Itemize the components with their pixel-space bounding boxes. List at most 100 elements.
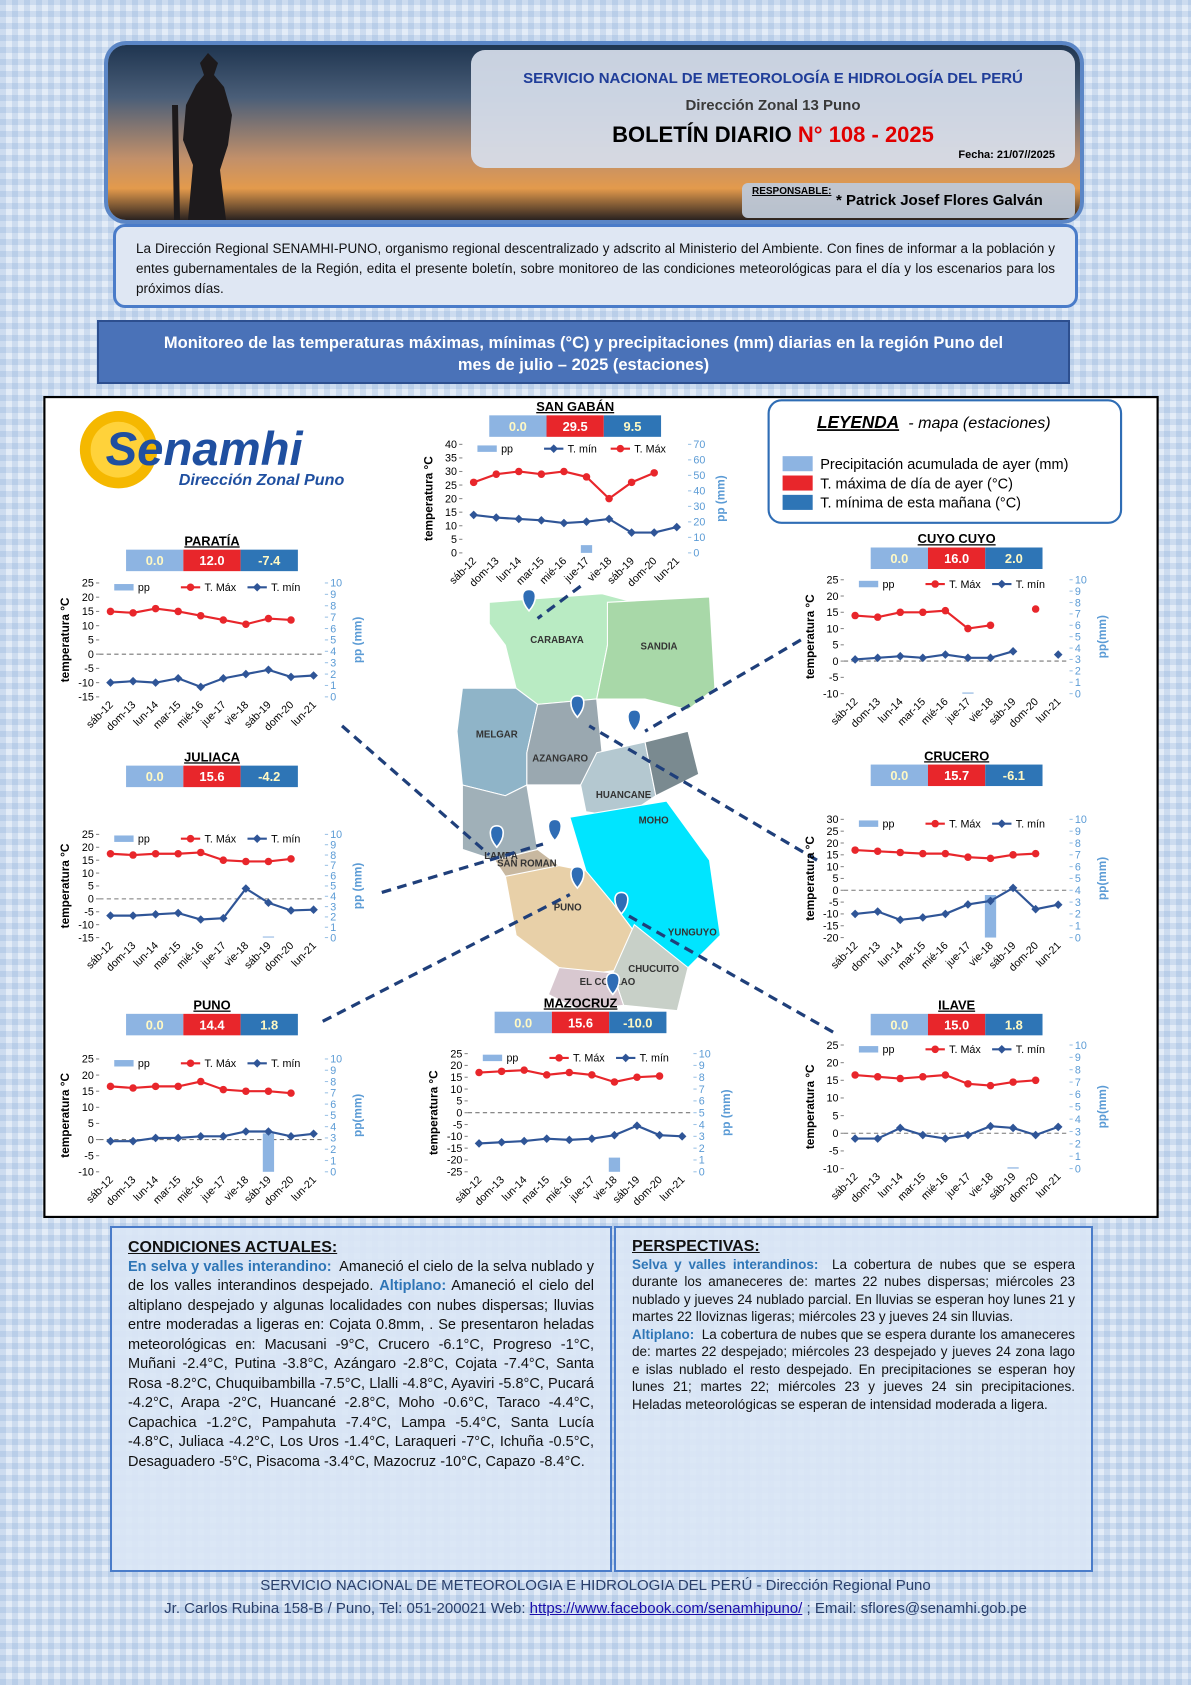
- y-tick-label: 20: [450, 1060, 462, 1072]
- map-label: SANDIA: [641, 642, 678, 653]
- y2-tick-label: 10: [330, 829, 342, 841]
- logo-subtitle: Dirección Zonal Puno: [179, 471, 345, 489]
- summary-box: [240, 765, 298, 788]
- y2-tick-label: 2: [1075, 909, 1081, 921]
- station-pin: [614, 891, 629, 916]
- map-legend: LEYENDA - mapa (estaciones) Precipitació…: [767, 399, 1123, 524]
- summary-value: 16.0: [944, 551, 969, 566]
- y2-tick-label: 1: [1075, 920, 1081, 932]
- y2-tick-label: 6: [330, 1099, 336, 1111]
- y-tick-label: 0: [88, 894, 94, 906]
- temperature-point: [986, 653, 995, 663]
- temperature-point: [587, 1134, 597, 1143]
- y2-tick-label: 4: [699, 1119, 705, 1131]
- temperature-point: [128, 1136, 138, 1146]
- y-tick-label: 15: [827, 850, 839, 862]
- legend-swatch: [114, 835, 134, 842]
- summary-value: 0.0: [514, 1015, 532, 1030]
- conditions-text: Amaneció el cielo del altiplano despejad…: [128, 1278, 594, 1470]
- footer-web-link[interactable]: https://www.facebook.com/senamhipuno/: [529, 1600, 803, 1617]
- temperature-point: [264, 1087, 273, 1095]
- temperature-point: [588, 1071, 596, 1079]
- temperature-line: [110, 1130, 314, 1143]
- y2-tick-label: 4: [1075, 885, 1081, 897]
- y-tick-label: -5: [84, 1150, 94, 1162]
- y-tick-label: -5: [84, 663, 94, 675]
- y-axis-label: temperatura °C: [803, 1064, 817, 1149]
- summary-value: 0.0: [146, 769, 164, 784]
- y-tick-label: 25: [450, 1048, 462, 1060]
- y2-tick-label: 4: [1075, 643, 1081, 655]
- y-tick-label: 10: [82, 620, 94, 632]
- y-tick-label: -25: [447, 1167, 463, 1179]
- bulletin-label: BOLETÍN DIARIO: [612, 122, 792, 147]
- y2-tick-label: 2: [1075, 666, 1081, 678]
- summary-value: 2.0: [1005, 551, 1023, 566]
- temperature-point: [106, 849, 115, 858]
- y-tick-label: 20: [445, 493, 457, 505]
- station-pin: [570, 865, 585, 890]
- summary-box: [489, 415, 547, 437]
- temperature-point: [1053, 900, 1063, 909]
- summary-box: [183, 549, 241, 572]
- summary-value: 15.6: [568, 1015, 593, 1030]
- intro-text: La Dirección Regional SENAMHI-PUNO, orga…: [113, 224, 1078, 308]
- temperature-point: [964, 853, 972, 861]
- summary-value: 1.8: [260, 1017, 278, 1032]
- y2-tick-label: 7: [1075, 609, 1081, 621]
- perspectives-title: PERSPECTIVAS:: [632, 1238, 760, 1255]
- summary-value: 29.5: [563, 419, 588, 434]
- y2-tick-label: 9: [330, 839, 336, 851]
- summary-box: [609, 1011, 667, 1034]
- y-tick-label: 20: [82, 842, 94, 854]
- y2-tick-label: 10: [330, 578, 342, 590]
- temperature-point: [650, 469, 658, 477]
- pp-bar: [984, 895, 997, 938]
- legend-marker: [997, 1045, 1007, 1054]
- y2-tick-label: 60: [693, 455, 705, 467]
- y2-axis-label: pp(mm): [1095, 857, 1109, 900]
- temperature-point: [605, 494, 613, 503]
- temperature-point: [560, 467, 568, 476]
- legend-swatch: [114, 1060, 134, 1067]
- footer: SERVICIO NACIONAL DE METEOROLOGIA E HIDR…: [0, 1574, 1191, 1620]
- temperature-point: [895, 915, 905, 925]
- summary-value: 0.0: [509, 419, 527, 434]
- y-tick-label: 15: [827, 607, 839, 619]
- y2-tick-label: 0: [330, 932, 336, 944]
- y2-tick-label: 10: [693, 532, 705, 544]
- y2-tick-label: 3: [699, 1131, 705, 1143]
- legend-label: pp: [138, 833, 150, 845]
- temperature-point: [514, 514, 524, 524]
- y-tick-label: -15: [823, 920, 839, 932]
- temperature-point: [196, 848, 205, 857]
- y-tick-label: 0: [456, 1107, 462, 1119]
- legend-label: T. mín: [1016, 818, 1045, 830]
- y2-tick-label: 4: [330, 646, 336, 658]
- y2-tick-label: 7: [699, 1084, 705, 1096]
- y2-tick-label: 10: [1075, 1040, 1087, 1052]
- y-tick-label: 5: [451, 534, 457, 546]
- temperature-point: [986, 896, 995, 906]
- temperature-point: [174, 607, 182, 616]
- y2-tick-label: 10: [1075, 575, 1087, 587]
- summary-box: [183, 765, 241, 788]
- summary-value: -4.2: [258, 769, 280, 784]
- legend-label: T. mín: [271, 582, 300, 594]
- legend-marker: [931, 1045, 939, 1054]
- footer-line: SERVICIO NACIONAL DE METEOROLOGIA E HIDR…: [260, 1577, 931, 1594]
- temperature-point: [286, 906, 296, 915]
- temperature-line: [855, 1125, 1059, 1140]
- y-axis-label: temperatura °C: [421, 456, 435, 541]
- temperature-point: [264, 614, 273, 623]
- y2-tick-label: 0: [1075, 688, 1081, 700]
- temperature-point: [941, 1071, 950, 1079]
- y-tick-label: -5: [829, 897, 839, 909]
- y2-tick-label: 3: [1075, 654, 1081, 666]
- temperature-point: [219, 856, 228, 864]
- temperature-line: [478, 1124, 683, 1145]
- responsible-bar: RESPONSABLE: * Patrick Josef Flores Galv…: [742, 183, 1075, 218]
- legend-marker: [555, 1054, 563, 1062]
- y2-tick-label: 3: [330, 901, 336, 913]
- temperature-point: [1053, 1122, 1063, 1132]
